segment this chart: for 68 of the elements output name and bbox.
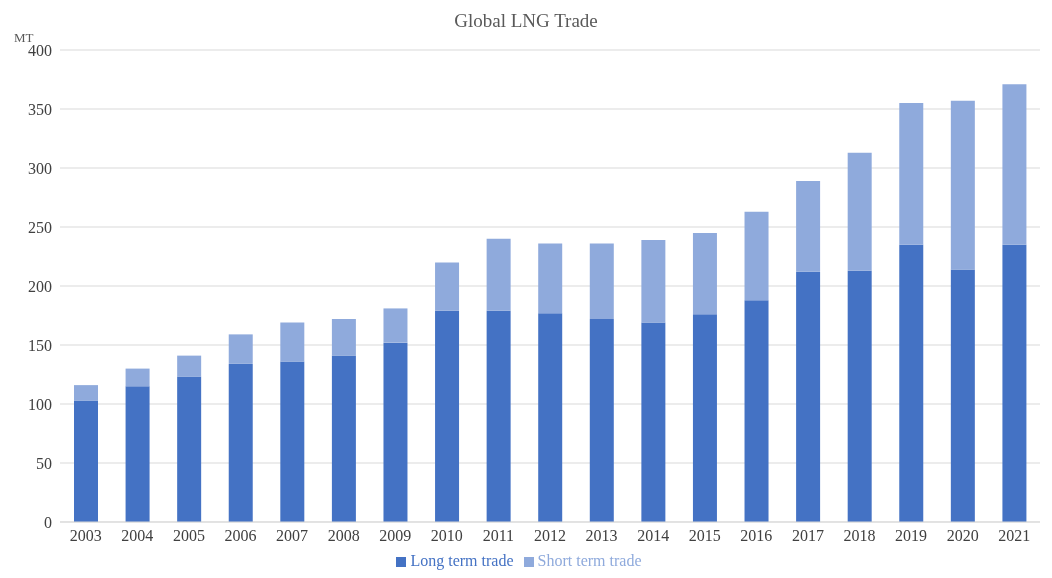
bar — [1002, 244, 1027, 522]
x-tick-label: 2015 — [688, 527, 721, 545]
bar — [1002, 84, 1027, 245]
bar — [847, 152, 872, 271]
x-tick-label: 2021 — [998, 527, 1031, 545]
x-tick-label: 2004 — [121, 527, 154, 545]
bar — [692, 232, 717, 315]
bar — [228, 334, 253, 364]
x-tick-label: 2013 — [585, 527, 618, 545]
bar — [589, 319, 614, 522]
bar — [177, 376, 202, 522]
bar — [383, 342, 408, 522]
bar — [796, 180, 821, 272]
x-tick-label: 2017 — [791, 527, 824, 545]
bar — [125, 368, 150, 387]
x-tick-label: 2003 — [69, 527, 102, 545]
bar — [796, 271, 821, 522]
bar — [950, 100, 975, 270]
x-tick-label: 2008 — [327, 527, 360, 545]
y-tick-label: 150 — [28, 336, 52, 354]
x-tick-label: 2012 — [534, 527, 566, 545]
bar — [177, 355, 202, 377]
bar — [228, 363, 253, 522]
y-tick-label: 100 — [28, 395, 52, 413]
bar — [74, 400, 98, 522]
x-tick-label: 2019 — [895, 527, 928, 545]
legend-label: Long term trade — [410, 552, 514, 569]
bar — [331, 319, 356, 356]
bar — [899, 244, 924, 522]
legend-label: Short term trade — [537, 552, 642, 569]
x-tick-label: 2020 — [946, 527, 979, 545]
bar — [641, 239, 666, 323]
bar — [280, 361, 305, 522]
chart-title: Global LNG Trade — [454, 10, 598, 31]
x-tick-label: 2014 — [637, 527, 670, 545]
bar — [280, 322, 305, 362]
x-tick-label: 2007 — [276, 527, 309, 545]
bar — [125, 386, 150, 522]
bar — [486, 238, 511, 311]
y-tick-label: 50 — [36, 454, 52, 472]
bar — [641, 322, 666, 522]
bar — [486, 310, 511, 522]
y-tick-label: 250 — [28, 218, 52, 236]
x-tick-label: 2018 — [843, 527, 876, 545]
bar — [74, 385, 98, 401]
bar — [744, 211, 769, 301]
x-tick-label: 2006 — [224, 527, 257, 545]
bar — [538, 313, 563, 522]
bar — [331, 355, 356, 522]
bar — [847, 270, 872, 522]
bar — [899, 103, 924, 245]
y-tick-label: 200 — [28, 277, 52, 295]
bar — [383, 308, 408, 343]
y-tick-label: 350 — [28, 100, 52, 118]
bar — [744, 300, 769, 522]
bar — [538, 243, 563, 314]
x-tick-label: 2011 — [482, 527, 515, 545]
bar — [589, 243, 614, 320]
bar — [950, 269, 975, 522]
x-tick-label: 2016 — [740, 527, 773, 545]
x-tick-label: 2010 — [430, 527, 463, 545]
y-tick-label: 0 — [44, 513, 52, 531]
bar — [692, 314, 717, 522]
bar — [435, 262, 460, 311]
bar — [435, 310, 460, 522]
x-tick-label: 2009 — [379, 527, 412, 545]
y-tick-label: 300 — [28, 159, 52, 177]
x-tick-label: 2005 — [172, 527, 205, 545]
